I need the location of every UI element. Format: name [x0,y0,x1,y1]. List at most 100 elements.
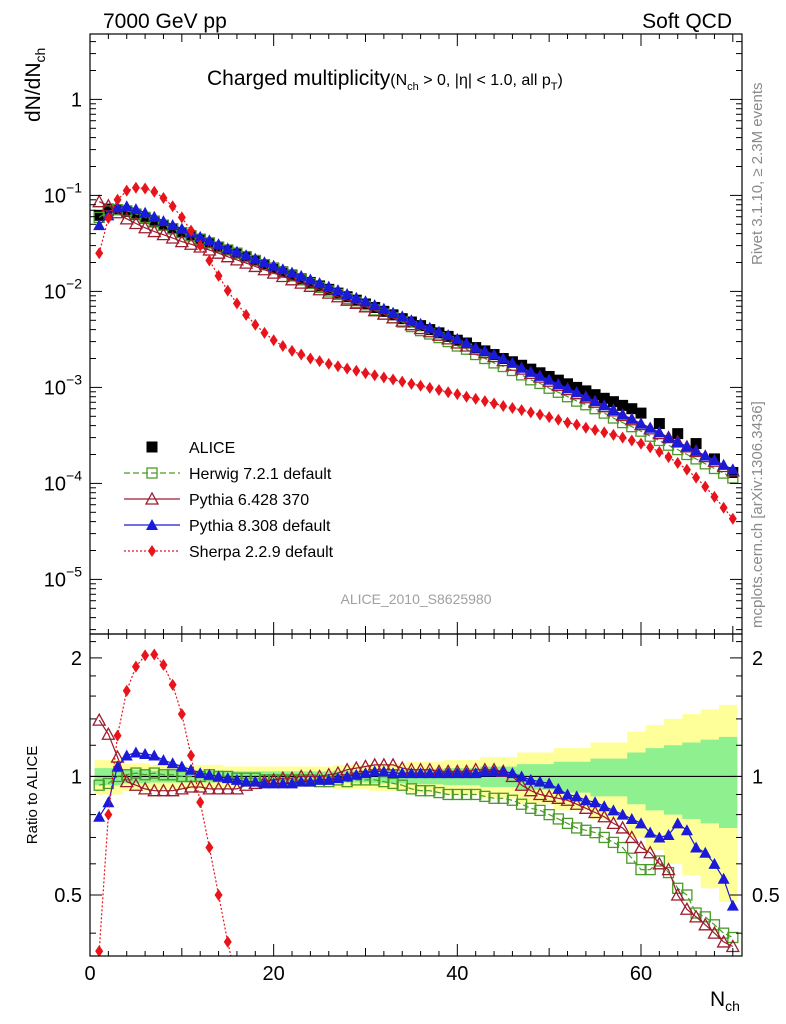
point-p8 [368,299,381,311]
point-p6 [92,194,107,208]
ratio-point-p8 [432,767,445,779]
ratio-point-p8 [598,800,611,812]
ratio-point-herwig [470,788,482,801]
plot-title-sub-open: (N [390,72,407,89]
ratio-plot-marks [90,648,742,956]
point-p8 [690,444,703,456]
ratio-point-herwig [460,788,473,801]
point-sherpa [636,437,645,450]
point-alice [130,209,142,221]
ratio-point-p8 [478,765,491,777]
ratio-point-herwig [387,777,399,790]
point-sherpa [187,224,196,237]
point-sherpa [416,379,425,392]
main-y-tick-label: 10−4 [44,467,82,495]
ratio-point-p6 [101,726,116,740]
ratio-point-p8 [139,748,152,760]
point-p8 [717,458,730,470]
point-sherpa [563,416,572,429]
ratio-point-sherpa [187,749,196,762]
point-p8 [139,206,152,218]
ratio-plot-frame [89,633,743,957]
ratio-point-p6 [551,790,566,804]
point-sherpa [453,388,462,401]
ratio-point-p8 [129,746,142,758]
ratio-point-p8 [570,790,583,802]
ratio-point-p8 [543,777,556,789]
point-sherpa [288,344,297,357]
point-p8 [442,329,455,341]
ratio-point-herwig [534,804,546,817]
legend-label: Pythia 6.428 370 [189,492,309,509]
point-p6 [358,299,373,313]
ratio-point-herwig [580,824,592,836]
point-sherpa [306,352,315,365]
ratio-point-p8 [286,777,299,789]
point-p6 [257,262,272,276]
point-sherpa [389,373,398,386]
plot-title-sub-idx2: T [551,81,558,93]
ratio-point-p6 [707,925,722,939]
point-alice [635,407,647,419]
ratio-point-herwig [727,931,739,944]
ratio-point-p6 [229,781,245,795]
x-tick-label: 0 [84,963,95,985]
point-alice [617,399,629,411]
point-alice [690,438,702,450]
ratio-point-p8 [616,808,629,820]
point-sherpa [609,428,618,441]
ratio-point-p8 [322,773,335,785]
point-p8 [377,302,390,314]
series-sherpa [95,181,737,525]
ratio-point-sherpa [104,808,113,821]
point-p8 [276,263,289,275]
ratio-point-herwig [442,788,454,801]
point-p8 [350,291,363,303]
point-sherpa [526,406,535,419]
point-p8 [570,386,583,398]
ratio-point-sherpa [205,841,214,854]
x-axis: 0 20 40 60 [84,634,734,985]
point-p8 [148,210,161,222]
point-p8 [331,284,344,296]
ratio-point-p6 [156,783,171,797]
ratio-point-p8 [653,831,666,843]
legend-item-p8: Pythia 8.308 default [124,518,331,535]
point-p6 [138,220,153,234]
ratio-point-herwig [424,785,436,797]
ratio-point-p8 [414,767,427,779]
point-sherpa [545,411,554,424]
point-p6 [156,227,171,241]
point-p8 [515,361,528,373]
point-p8 [203,234,216,246]
point-sherpa [223,284,232,297]
legend-item-herwig: Herwig 7.2.1 default [124,466,332,483]
point-p8 [322,280,335,292]
point-sherpa [627,434,636,447]
point-sherpa [646,441,655,454]
point-p8 [166,219,179,231]
ratio-y-axis: 0.5 0.5 1 1 2 2 [54,641,780,934]
series-p8 [93,200,739,475]
point-sherpa [131,181,140,194]
rivet-label: Rivet 3.1.10, ≥ 2.3M events [749,83,766,266]
ratio-point-p8 [194,767,207,779]
point-p8 [726,463,739,475]
point-p8 [267,259,280,271]
ratio-y-axis-label: Ratio to ALICE [24,746,41,844]
point-alice [102,203,114,215]
point-sherpa [398,375,407,388]
point-p8 [625,412,638,424]
point-sherpa [205,254,214,267]
point-alice [626,403,638,415]
ratio-point-p6 [679,901,694,915]
point-p6 [183,236,199,250]
ratio-point-p8 [148,749,161,761]
point-p8 [680,440,693,452]
ratio-point-p8 [102,796,115,808]
ratio-point-sherpa [159,658,168,671]
series-line-p8 [98,205,734,470]
ratio-point-p8 [726,899,739,911]
point-sherpa [728,512,737,525]
